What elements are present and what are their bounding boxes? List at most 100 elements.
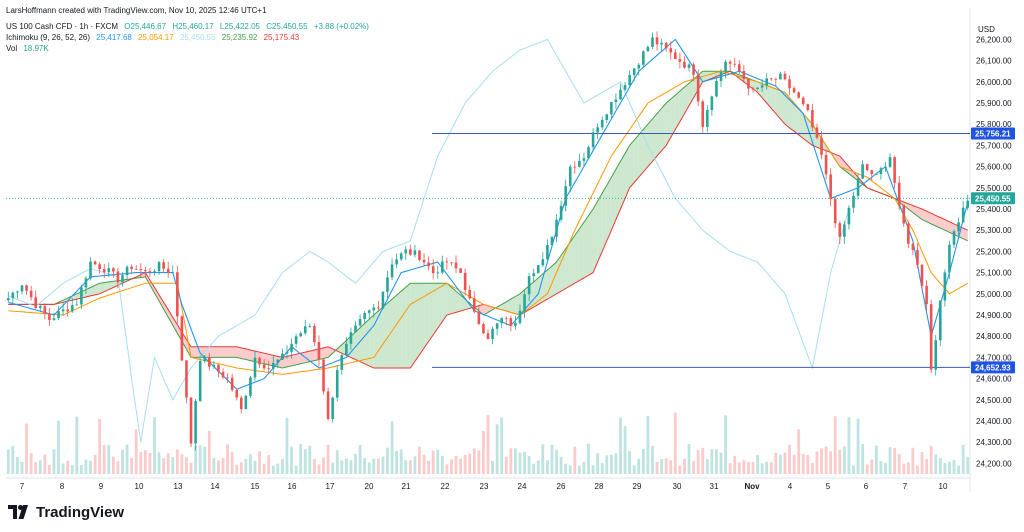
candle-body (897, 182, 901, 205)
volume-bar (276, 463, 280, 474)
cloud-segment (547, 265, 552, 300)
volume-bar (564, 463, 568, 474)
candle-body (856, 178, 860, 196)
y-tick-label: 24,500.00 (976, 396, 1012, 405)
candle-body (404, 249, 408, 254)
candle-body (38, 306, 42, 308)
volume-bar (669, 460, 673, 474)
cloud-segment (223, 346, 228, 358)
candle-body (413, 250, 417, 255)
volume-bar (230, 452, 234, 474)
candle-body (276, 359, 280, 363)
candle-body (52, 318, 56, 321)
candle-body (591, 132, 595, 148)
cloud-segment (442, 283, 447, 322)
y-tick-label: 25,200.00 (976, 247, 1012, 256)
ichimoku-kijun-value: 25,054.17 (138, 33, 174, 42)
kijun-sen-line (8, 70, 968, 375)
candle-body (541, 259, 545, 266)
cloud-segment (227, 346, 233, 358)
volume-bar (125, 444, 129, 474)
ichimoku-row[interactable]: Ichimoku (9, 26, 52, 26) 25,417.68 25,05… (6, 33, 303, 43)
tradingview-logo[interactable]: TradingView (8, 502, 124, 522)
candle-body (134, 268, 138, 270)
volume-bar (207, 430, 211, 474)
cloud-segment (661, 103, 667, 151)
x-tick-label: 8 (60, 482, 65, 491)
candle-body (34, 297, 37, 308)
candle-body (75, 304, 79, 306)
candle-body (504, 317, 508, 319)
candle-body (322, 359, 325, 392)
candle-body (696, 74, 700, 102)
candle-body (760, 85, 764, 88)
volume-bar (317, 464, 321, 474)
candle-body (102, 269, 106, 273)
candle-body (303, 326, 307, 334)
ohlc-open: O25,446.67 (124, 22, 167, 31)
candle-body (902, 204, 906, 224)
volume-row[interactable]: Vol 18.97K (6, 44, 53, 54)
y-tick-label: 24,300.00 (976, 438, 1012, 447)
volume-bar (609, 454, 613, 474)
volume-bar (870, 459, 874, 474)
cloud-segment (410, 283, 415, 369)
candle-body (509, 318, 513, 326)
candle-body (459, 268, 462, 273)
candle-body (436, 272, 440, 274)
volume-bar (728, 463, 732, 474)
candle-body (769, 78, 773, 80)
volume-bar (70, 465, 74, 474)
candle-body (299, 333, 302, 337)
candle-body (875, 173, 878, 175)
volume-bar (335, 450, 339, 474)
volume-bar (719, 452, 723, 474)
symbol-name[interactable]: US 100 Cash CFD · 1h · FXCM (6, 22, 119, 31)
cloud-segment (337, 344, 342, 354)
volume-bar (838, 449, 842, 474)
candle-body (226, 377, 229, 379)
candle-body (221, 371, 225, 378)
cloud-segment (670, 95, 676, 138)
cloud-segment (483, 304, 488, 316)
candle-body (655, 37, 659, 45)
candle-body (518, 310, 522, 323)
volume-bar (701, 447, 705, 474)
ohlc-close: C25,450.55 (266, 22, 308, 31)
volume-bar (715, 449, 718, 474)
x-tick-label: 31 (710, 482, 719, 491)
candle-body (907, 223, 910, 244)
cloud-segment (159, 294, 164, 310)
candle-body (20, 285, 24, 292)
candle-body (180, 316, 184, 361)
volume-bar (943, 463, 947, 474)
volume-bar (57, 420, 60, 474)
cloud-segment (85, 287, 91, 297)
volume-bar (267, 455, 271, 474)
candle-body (824, 154, 828, 175)
candle-body (418, 250, 421, 260)
cloud-segment (405, 283, 411, 369)
candle-body (674, 52, 677, 60)
y-tick-label: 25,900.00 (976, 99, 1012, 108)
candle-body (57, 311, 60, 319)
volume-bar (358, 445, 362, 474)
candle-body (651, 37, 654, 47)
candle-body (290, 343, 293, 352)
cloud-segment (926, 211, 932, 224)
cloud-segment (218, 346, 224, 358)
volume-bar (386, 447, 389, 474)
volume-bar (431, 450, 435, 474)
tradingview-logo-icon (8, 505, 28, 519)
volume-bar (482, 430, 485, 474)
candle-body (285, 351, 289, 354)
cloud-segment (286, 355, 292, 367)
y-tick-label: 24,600.00 (976, 375, 1012, 384)
candle-body (527, 276, 531, 295)
candle-body (409, 249, 412, 255)
candle-body (701, 101, 705, 127)
candle-body (669, 48, 673, 53)
volume-bar (961, 444, 965, 474)
cloud-segment (232, 346, 237, 358)
